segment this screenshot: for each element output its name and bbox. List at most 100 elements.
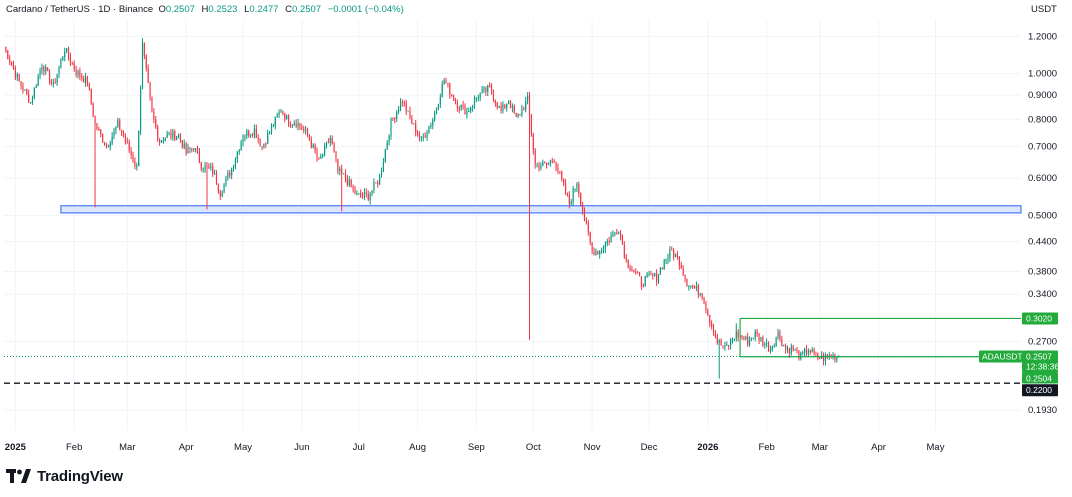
candle-body (599, 251, 601, 255)
candle-body (274, 116, 276, 126)
candle-body (98, 129, 100, 131)
x-tick-label: Feb (758, 442, 774, 453)
candle-body (415, 123, 417, 134)
candle-body (12, 64, 15, 69)
candle (673, 247, 675, 261)
candle (489, 82, 491, 88)
candle-body (502, 104, 504, 111)
change-value: −0.0001 (−0.04%) (327, 4, 404, 15)
candle-body (574, 188, 576, 190)
candle-body (762, 337, 764, 346)
candle (519, 113, 521, 116)
candle-body (111, 136, 113, 144)
candle-body (466, 111, 468, 115)
candle-body (308, 134, 311, 141)
candle-body (223, 183, 225, 193)
candle (540, 162, 542, 171)
candle (743, 335, 745, 341)
candle-body (462, 104, 464, 106)
candle-body (168, 133, 170, 135)
x-tick-label: Feb (66, 442, 82, 453)
candle-body (661, 267, 663, 270)
candle (407, 110, 409, 112)
candle (521, 104, 523, 118)
candle (147, 64, 149, 84)
candle-body (306, 129, 309, 135)
candle-body (174, 131, 176, 140)
candle (310, 136, 312, 149)
candle (189, 146, 191, 154)
candle-body (563, 179, 565, 184)
candle-body (299, 123, 301, 127)
candle-body (418, 135, 421, 138)
candle-body (711, 323, 713, 327)
candle (251, 132, 254, 138)
symbol-title[interactable]: Cardano / TetherUS · 1D · Binance (6, 4, 154, 15)
candle-body (157, 127, 159, 139)
candle-body (453, 95, 455, 101)
candle-body (752, 338, 754, 340)
candle (767, 341, 770, 352)
candle (709, 314, 711, 328)
candle (606, 238, 608, 247)
candle (420, 136, 422, 142)
candle (466, 107, 468, 119)
candle-body (198, 152, 200, 163)
candle (322, 153, 324, 159)
tradingview-logo[interactable]: TradingView (6, 468, 123, 485)
price-axis[interactable]: 1.2000 1.0000 0.9000 0.8000 0.7000 0.6000 0.50… (1028, 31, 1057, 416)
candle-body (517, 114, 519, 117)
candle (775, 336, 777, 347)
candle (764, 341, 766, 349)
candle (60, 58, 62, 69)
candle (635, 268, 637, 275)
candle-body (817, 353, 819, 359)
candle (69, 52, 71, 67)
candle (570, 199, 572, 207)
time-axis[interactable]: 2025 Feb Mar Apr May Jun Jul Aug Sep Oct Nov Dec 202… (5, 442, 945, 453)
x-tick-label: Oct (526, 442, 541, 453)
candle-body (341, 168, 343, 174)
candle-body (342, 173, 345, 175)
candle (75, 65, 77, 78)
candle-body (678, 256, 680, 266)
candle (301, 123, 303, 130)
candle-body (124, 136, 127, 142)
candle-body (824, 354, 827, 361)
candle-body (728, 344, 730, 346)
candle (16, 72, 18, 81)
candle (45, 64, 47, 75)
candle (568, 191, 570, 209)
candle-body (597, 251, 599, 255)
candle (796, 346, 798, 354)
candle (265, 142, 267, 149)
y-tick-label: 0.6000 (1028, 173, 1057, 184)
candle (498, 105, 500, 109)
x-tick-label: May (234, 442, 252, 453)
candle-body (215, 173, 218, 185)
candle-body (403, 102, 405, 104)
candle-body (278, 111, 280, 115)
candle (143, 42, 145, 60)
candle (375, 182, 377, 184)
candle (166, 130, 168, 139)
candle (449, 82, 451, 99)
candle-body (206, 165, 208, 167)
x-tick-label: 2025 (5, 442, 27, 453)
candle-body (297, 123, 299, 127)
candle-body (508, 101, 510, 105)
candle-body (519, 114, 521, 116)
candle (225, 175, 227, 187)
candle-body (686, 278, 688, 287)
candle-body (244, 136, 246, 138)
currency-label[interactable]: USDT (1031, 4, 1057, 15)
candle (716, 333, 718, 345)
candle (320, 153, 322, 160)
candle-body (291, 124, 293, 126)
candle (31, 95, 34, 105)
candle-body (500, 105, 502, 111)
candle (690, 285, 692, 289)
candle-body (836, 356, 838, 360)
candle (424, 132, 426, 138)
